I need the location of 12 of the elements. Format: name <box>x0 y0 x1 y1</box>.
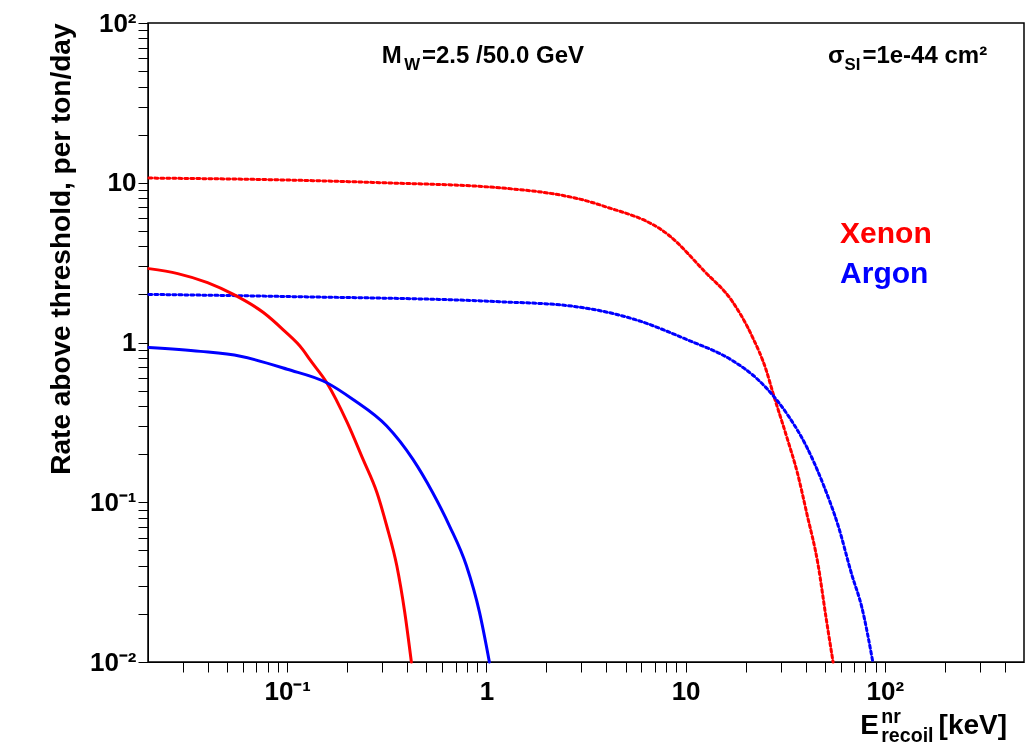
y-axis-title: Rate above threshold, per ton/day <box>44 23 76 475</box>
x-tick-label: 10 <box>671 675 701 706</box>
y-tick-label: 10² <box>98 7 137 38</box>
x-tick-label: 1 <box>479 675 495 706</box>
x-tick-label: 10⁻¹ <box>264 675 312 706</box>
y-tick-label: 10⁻¹ <box>89 486 137 517</box>
y-tick-label: 1 <box>122 327 137 357</box>
text: Argon <box>840 255 929 289</box>
y-tick-label: 10 <box>107 167 137 198</box>
text: Xenon <box>840 215 932 249</box>
y-tick-label: 10⁻² <box>89 646 137 677</box>
x-tick-label: 10² <box>866 675 905 706</box>
